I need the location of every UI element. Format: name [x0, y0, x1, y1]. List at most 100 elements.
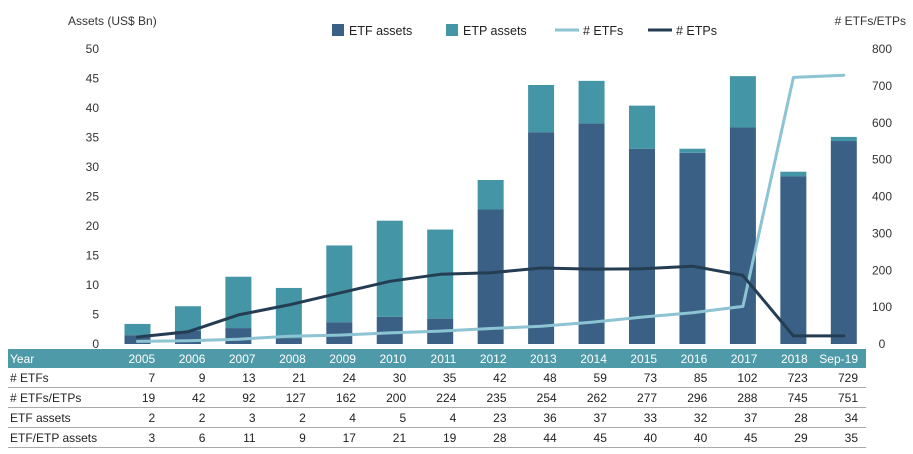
- table-cell: 200: [363, 387, 415, 408]
- etp-assets-bar: [578, 80, 605, 124]
- combo-chart: Assets (US$ Bn) # ETFs/ETPs ETF assets ET…: [68, 14, 906, 350]
- table-header-row: Year 2005 2006 2007 2008 2009 2010 2011 2012 2013…: [8, 349, 866, 368]
- y2-axis-title: # ETFs/ETPs: [835, 14, 906, 28]
- table-cell: 35: [815, 427, 866, 448]
- table-cell: 296: [665, 387, 716, 408]
- table-cell: 7: [113, 368, 164, 388]
- table-cell: 2: [163, 407, 214, 428]
- legend-label: # ETFs: [583, 24, 623, 38]
- etp-assets-bar: [124, 323, 151, 336]
- table-cell: 745: [765, 387, 816, 408]
- y-tick-label: 25: [86, 190, 100, 204]
- etf-assets-bar: [376, 316, 403, 344]
- table-year-cell: 2005: [113, 349, 164, 368]
- table-cell: 19: [414, 427, 465, 448]
- table-year-cell: 2017: [715, 349, 766, 368]
- legend-label: # ETPs: [676, 24, 717, 38]
- table-row-label: ETF assets: [8, 407, 114, 428]
- y2-tick-label: 0: [879, 337, 886, 350]
- table-year-cell: 2013: [514, 349, 565, 368]
- table-cell: 45: [715, 427, 766, 448]
- etp-assets-bar: [275, 287, 302, 339]
- table-row-label: # ETFs/ETPs: [8, 387, 114, 408]
- table-year-cell: 2009: [313, 349, 364, 368]
- table-year-cell: 2014: [564, 349, 615, 368]
- table-header-label: Year: [8, 349, 114, 368]
- table-cell: 21: [363, 427, 415, 448]
- table-cell: 235: [464, 387, 515, 408]
- line-series: [136, 73, 846, 343]
- etp-assets-bar: [326, 245, 353, 323]
- y2-tick-label: 700: [872, 79, 892, 93]
- table-cell: 288: [715, 387, 766, 408]
- etf-assets-bar: [578, 123, 605, 344]
- table-cell: 28: [765, 407, 816, 428]
- y-tick-label: 0: [92, 337, 99, 350]
- table-cell: 254: [514, 387, 565, 408]
- table-cell: 40: [665, 427, 716, 448]
- legend-swatch: [332, 24, 344, 36]
- y-axis-title: Assets (US$ Bn): [68, 14, 157, 28]
- table-cell: 32: [665, 407, 716, 428]
- table-cell: 9: [263, 427, 314, 448]
- table-cell: 2: [113, 407, 164, 428]
- table-row: ETF assets 2 2 3 2 4 5 4 23 36 37 33 32 37 28 34: [8, 407, 866, 428]
- table-cell: 44: [514, 427, 565, 448]
- table-year-cell: 2015: [614, 349, 666, 368]
- etfs-count-line: [136, 73, 846, 343]
- y2-axis-ticks: 0 100 200 300 400 500 600 700 800: [872, 42, 892, 350]
- table-cell: 40: [614, 427, 666, 448]
- table-cell: 42: [163, 387, 214, 408]
- table-cell: 45: [564, 427, 615, 448]
- table-cell: 729: [815, 368, 866, 388]
- table-row: ETF/ETP assets 3 6 11 9 17 21 19 28 44 45 40 40 45 29 3…: [8, 427, 866, 448]
- y-tick-label: 30: [86, 160, 100, 174]
- table-cell: 37: [564, 407, 615, 428]
- y-tick-label: 15: [86, 249, 100, 263]
- table-cell: 224: [414, 387, 465, 408]
- table-cell: 35: [414, 368, 465, 388]
- table-cell: 262: [564, 387, 615, 408]
- table-cell: 34: [815, 407, 866, 428]
- etp-assets-bar: [376, 220, 403, 317]
- y2-tick-label: 200: [872, 263, 892, 277]
- table-cell: 13: [213, 368, 264, 388]
- y-tick-label: 10: [86, 278, 100, 292]
- table-cell: 751: [815, 387, 866, 408]
- etf-assets-bar: [326, 322, 353, 344]
- etf-assets-bar: [629, 148, 655, 344]
- table-year-cell: 2016: [665, 349, 716, 368]
- table-cell: 162: [313, 387, 364, 408]
- table-cell: 37: [715, 407, 766, 428]
- etf-assets-bar: [477, 209, 504, 344]
- table-cell: 23: [464, 407, 515, 428]
- table-cell: 21: [263, 368, 314, 388]
- etf-assets-bar: [679, 152, 706, 344]
- etf-assets-bar: [830, 141, 857, 344]
- table-cell: 3: [113, 427, 164, 448]
- etp-assets-bar: [679, 148, 706, 153]
- etp-assets-bar: [780, 171, 807, 177]
- etp-assets-bar: [528, 84, 555, 133]
- table-cell: 2: [263, 407, 314, 428]
- table-cell: 723: [765, 368, 816, 388]
- table-cell: 29: [765, 427, 816, 448]
- y2-tick-label: 300: [872, 226, 892, 240]
- table-year-cell: Sep-19: [815, 349, 866, 368]
- table-year-cell: 2007: [213, 349, 264, 368]
- etp-assets-bar: [225, 276, 252, 329]
- table-cell: 30: [363, 368, 415, 388]
- table-year-cell: 2010: [363, 349, 415, 368]
- etf-assets-bar: [275, 338, 302, 344]
- table-cell: 6: [163, 427, 214, 448]
- table-cell: 277: [614, 387, 666, 408]
- table-cell: 85: [665, 368, 716, 388]
- y-tick-label: 5: [92, 308, 99, 322]
- table-row-label: ETF/ETP assets: [8, 427, 114, 448]
- etf-assets-bar: [225, 328, 252, 344]
- y-axis-ticks: 0 5 10 15 20 25 30 35 40 45 50: [86, 42, 100, 350]
- table-cell: 4: [414, 407, 465, 428]
- y-tick-label: 35: [86, 131, 100, 145]
- y-tick-label: 45: [86, 72, 100, 86]
- table-row-label: # ETFs: [8, 368, 114, 388]
